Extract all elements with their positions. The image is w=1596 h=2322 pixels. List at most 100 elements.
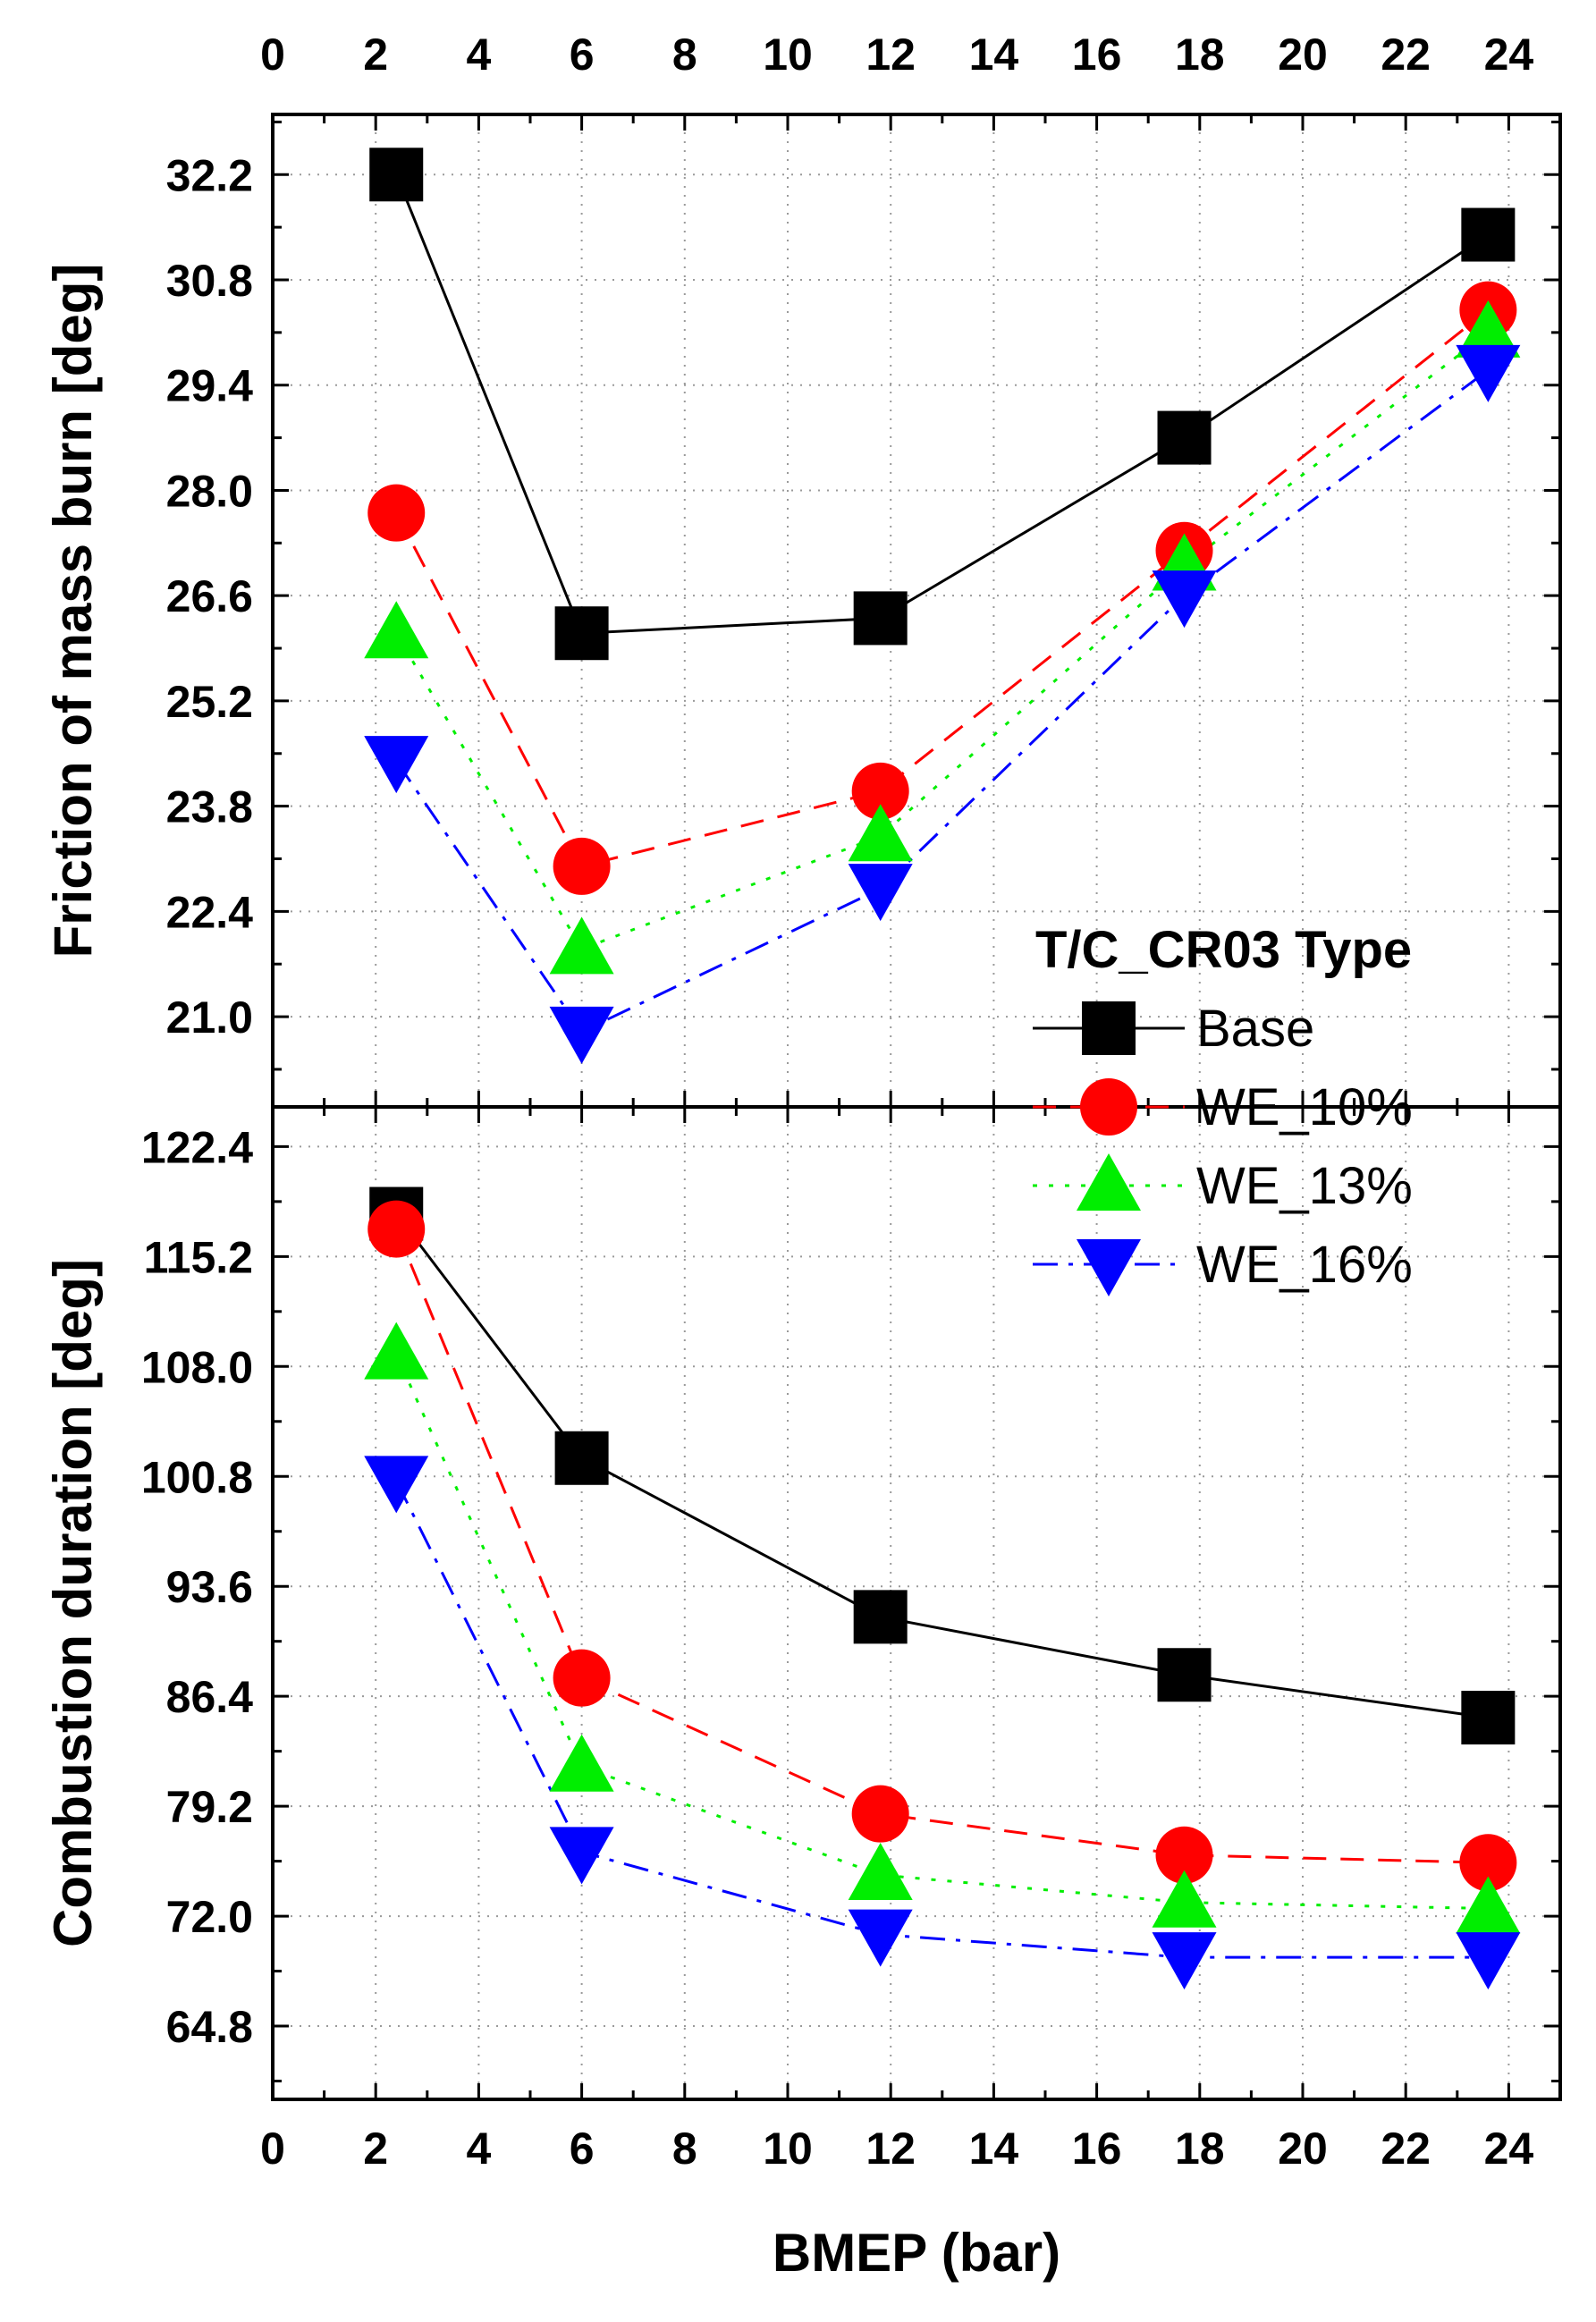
data-point-we-16--bottom bbox=[848, 1909, 913, 1967]
x-tick-label-top: 16 bbox=[1072, 30, 1122, 80]
x-tick-label-bottom: 14 bbox=[969, 2124, 1019, 2174]
legend-marker-we-13- bbox=[1077, 1153, 1141, 1211]
x-tick-label-top: 6 bbox=[570, 30, 595, 80]
data-point-base-bottom bbox=[554, 1431, 609, 1485]
legend-title: T/C_CR03 Type bbox=[1035, 921, 1412, 979]
data-point-we-13--bottom bbox=[1456, 1876, 1521, 1934]
y-tick-label-bottom: 122.4 bbox=[141, 1122, 253, 1172]
data-point-we-16--top bbox=[364, 736, 429, 794]
y-tick-label-bottom: 100.8 bbox=[141, 1452, 253, 1502]
y-tick-label-top: 28.0 bbox=[166, 466, 253, 516]
x-tick-label-bottom: 16 bbox=[1072, 2124, 1122, 2174]
data-point-we-10--top bbox=[367, 484, 426, 542]
data-point-we-16--bottom bbox=[364, 1456, 429, 1514]
legend-marker-base bbox=[1082, 1001, 1136, 1055]
x-tick-label-bottom: 18 bbox=[1175, 2124, 1225, 2174]
data-point-we-10--bottom bbox=[553, 1649, 611, 1707]
legend-label-we-13-: WE_13% bbox=[1196, 1157, 1413, 1215]
x-tick-label-top: 10 bbox=[763, 30, 813, 80]
series-line-we-10--bottom bbox=[394, 1229, 1489, 1864]
data-point-we-13--top bbox=[848, 804, 913, 862]
x-tick-label-top: 0 bbox=[260, 30, 285, 80]
x-axis-title: BMEP (bar) bbox=[773, 2223, 1060, 2283]
data-point-we-16--top bbox=[1456, 344, 1521, 402]
series-markers bbox=[364, 148, 1521, 1990]
x-tick-label-bottom: 6 bbox=[570, 2124, 595, 2174]
legend-label-base: Base bbox=[1196, 1000, 1314, 1058]
x-tick-label-top: 2 bbox=[363, 30, 388, 80]
y-tick-label-top: 22.4 bbox=[166, 887, 254, 937]
y-axis-title-bottom: Combustion duration [deg] bbox=[43, 1259, 103, 1947]
data-point-we-10--top bbox=[851, 762, 909, 820]
y-tick-label-bottom: 64.8 bbox=[166, 2002, 253, 2052]
data-point-we-10--bottom bbox=[1459, 1834, 1517, 1892]
x-tick-label-top: 12 bbox=[866, 30, 916, 80]
y-axis-title-top: Friction of mass burn [deg] bbox=[43, 264, 103, 958]
axis-ticks bbox=[271, 114, 1560, 2099]
tick-labels: 21.0 22.4 23.8 25.2 26.6 28.0 29.4 30.8 32.2 64.8… bbox=[141, 30, 1534, 2174]
y-tick-label-bottom: 108.0 bbox=[141, 1342, 253, 1392]
data-point-base-bottom bbox=[1157, 1648, 1212, 1702]
legend-label-we-16-: WE_16% bbox=[1196, 1236, 1413, 1294]
data-point-we-10--bottom bbox=[367, 1200, 426, 1258]
data-point-we-16--bottom bbox=[1152, 1932, 1217, 1990]
x-tick-label-bottom: 8 bbox=[672, 2124, 697, 2174]
axes-frames bbox=[271, 113, 1562, 2101]
y-tick-label-bottom: 115.2 bbox=[144, 1232, 253, 1282]
data-point-base-bottom bbox=[853, 1590, 908, 1644]
x-tick-label-bottom: 24 bbox=[1484, 2124, 1534, 2174]
y-tick-label-top: 25.2 bbox=[166, 677, 253, 727]
y-tick-label-top: 26.6 bbox=[166, 571, 253, 621]
x-tick-label-bottom: 10 bbox=[763, 2124, 813, 2174]
data-point-base-top bbox=[369, 148, 424, 202]
series-line-we-13--top bbox=[394, 331, 1490, 951]
y-tick-label-bottom: 93.6 bbox=[166, 1562, 253, 1612]
data-point-we-10--bottom bbox=[1155, 1826, 1213, 1884]
data-point-we-13--bottom bbox=[364, 1321, 429, 1380]
y-tick-label-bottom: 79.2 bbox=[166, 1782, 253, 1832]
y-tick-label-top: 30.8 bbox=[166, 256, 253, 306]
y-tick-label-top: 29.4 bbox=[166, 361, 254, 411]
legend: T/C_CR03 Type Base WE_10% WE_13% WE_16% bbox=[1033, 921, 1413, 1296]
legend-label-we-10-: WE_10% bbox=[1196, 1078, 1413, 1136]
x-tick-label-top: 4 bbox=[466, 30, 491, 80]
y-tick-label-top: 23.8 bbox=[166, 782, 253, 832]
legend-marker-we-10- bbox=[1080, 1078, 1137, 1136]
data-point-base-bottom bbox=[1461, 1691, 1516, 1745]
y-tick-label-bottom: 72.0 bbox=[166, 1892, 253, 1942]
data-point-we-13--top bbox=[549, 916, 614, 975]
x-tick-label-bottom: 22 bbox=[1381, 2124, 1431, 2174]
x-tick-label-bottom: 12 bbox=[866, 2124, 916, 2174]
data-point-we-16--bottom bbox=[549, 1827, 614, 1885]
data-point-base-top bbox=[853, 591, 908, 646]
data-point-we-10--bottom bbox=[851, 1785, 909, 1843]
data-point-we-16--bottom bbox=[1456, 1932, 1521, 1990]
plot-frame-bottom bbox=[271, 1105, 1562, 2101]
x-tick-label-bottom: 2 bbox=[363, 2124, 388, 2174]
series-line-we-16--top bbox=[395, 368, 1490, 1034]
x-tick-label-bottom: 4 bbox=[466, 2124, 491, 2174]
data-point-base-top bbox=[1461, 207, 1516, 262]
legend-items: Base WE_10% WE_13% WE_16% bbox=[1033, 1000, 1413, 1296]
x-tick-label-top: 14 bbox=[969, 30, 1019, 80]
data-point-we-13--bottom bbox=[848, 1842, 913, 1900]
series-line-we-13--bottom bbox=[394, 1354, 1489, 1911]
y-tick-label-bottom: 86.4 bbox=[166, 1672, 254, 1722]
x-tick-label-bottom: 0 bbox=[260, 2124, 285, 2174]
data-point-we-10--top bbox=[553, 837, 611, 895]
data-point-we-13--top bbox=[364, 601, 429, 659]
x-tick-label-top: 20 bbox=[1278, 30, 1328, 80]
data-point-we-13--top bbox=[1456, 300, 1521, 358]
data-point-we-16--top bbox=[848, 864, 913, 922]
gridlines bbox=[273, 114, 1560, 2099]
data-point-we-16--top bbox=[1152, 570, 1217, 629]
y-tick-label-top: 21.0 bbox=[166, 992, 253, 1043]
x-tick-label-bottom: 20 bbox=[1278, 2124, 1328, 2174]
x-tick-label-top: 24 bbox=[1484, 30, 1534, 80]
x-tick-label-top: 22 bbox=[1381, 30, 1431, 80]
x-tick-label-top: 8 bbox=[672, 30, 697, 80]
data-point-base-top bbox=[1157, 410, 1212, 465]
y-tick-label-top: 32.2 bbox=[166, 150, 253, 200]
